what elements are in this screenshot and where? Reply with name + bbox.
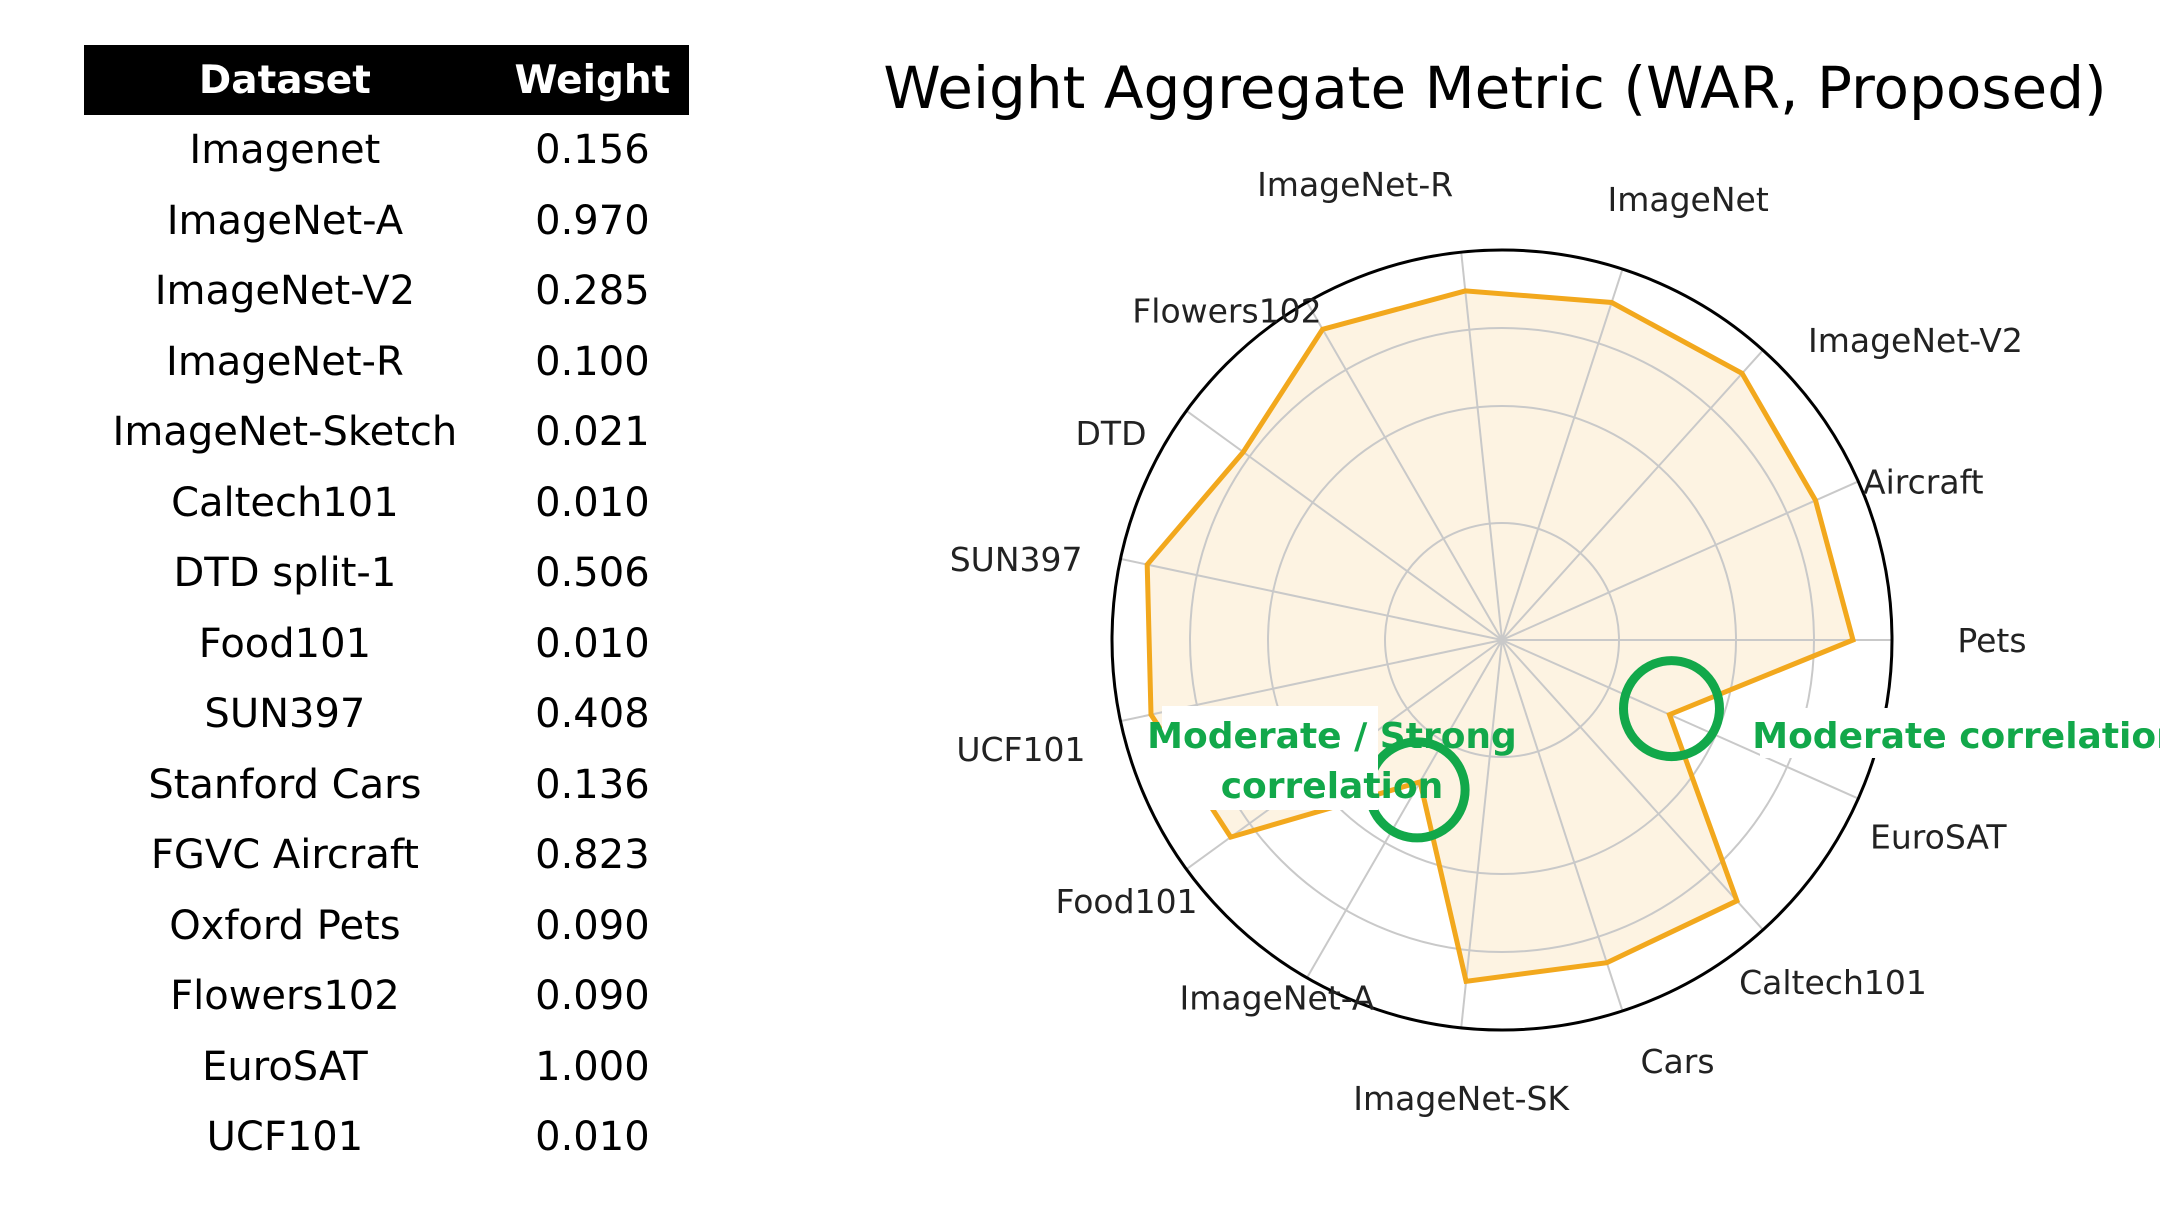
weight-cell: 0.100: [535, 338, 650, 385]
axis-label: DTD: [1076, 414, 1147, 453]
table-row: FGVC Aircraft 0.823: [84, 820, 689, 891]
table-row: UCF101 0.010: [84, 1102, 689, 1173]
grid-spoke: [1120, 557, 1503, 641]
table-row: SUN397 0.408: [84, 679, 689, 750]
axis-label: Aircraft: [1863, 462, 1984, 501]
weight-cell: 0.156: [535, 127, 650, 174]
dataset-cell: Caltech101: [171, 479, 399, 526]
weights-table: Dataset Weight Imagenet 0.156 ImageNet-A 0.…: [84, 45, 689, 1173]
weights-table-panel: Dataset Weight Imagenet 0.156 ImageNet-A 0.…: [84, 45, 689, 1173]
table-header-row: Dataset Weight: [84, 45, 689, 115]
axis-label: ImageNet: [1608, 180, 1769, 219]
dataset-cell: UCF101: [206, 1114, 364, 1161]
axis-label: ImageNet-V2: [1808, 321, 2023, 360]
grid-spoke: [1501, 639, 1624, 1012]
dataset-cell: ImageNet-Sketch: [112, 409, 458, 456]
table-body: Imagenet 0.156 ImageNet-A 0.970 ImageNet-V2 0…: [84, 115, 689, 1173]
dataset-cell: EuroSAT: [202, 1043, 368, 1090]
table-row: Oxford Pets 0.090: [84, 891, 689, 962]
table-row: Flowers102 0.090: [84, 961, 689, 1032]
grid-spoke: [1306, 301, 1503, 641]
dataset-cell: Stanford Cars: [148, 761, 422, 808]
axis-label: Caltech101: [1739, 963, 1927, 1002]
header-weight: Weight: [485, 45, 689, 115]
chart-title: Weight Aggregate Metric (WAR, Proposed): [883, 54, 2106, 122]
table-row: ImageNet-V2 0.285: [84, 256, 689, 327]
axis-label: ImageNet-R: [1257, 165, 1453, 204]
annotation-moderate-strong-line2: correlation: [1221, 766, 1444, 807]
weight-cell: 0.010: [535, 620, 650, 667]
table-row: EuroSAT 1.000: [84, 1032, 689, 1103]
axis-label: Pets: [1957, 621, 2026, 660]
axis-label: ImageNet-SK: [1353, 1079, 1570, 1118]
axis-label: SUN397: [950, 540, 1083, 579]
grid-spoke: [1306, 639, 1503, 979]
grid-spoke: [1460, 251, 1503, 641]
weight-cell: 0.010: [535, 479, 650, 526]
weight-cell: 1.000: [535, 1043, 650, 1090]
weight-cell: 0.136: [535, 761, 650, 808]
dataset-cell: ImageNet-V2: [154, 268, 416, 315]
radar-series-line: [1144, 288, 1856, 985]
dataset-cell: DTD split-1: [173, 550, 397, 597]
grid-spoke: [1185, 409, 1503, 641]
weight-cell: 0.506: [535, 550, 650, 597]
dataset-cell: ImageNet-R: [166, 338, 404, 385]
table-row: ImageNet-Sketch 0.021: [84, 397, 689, 468]
weight-cell: 0.021: [535, 409, 650, 456]
weight-cell: 0.090: [535, 973, 650, 1020]
weight-cell: 0.408: [535, 691, 650, 738]
axis-label: Flowers102: [1132, 291, 1321, 330]
table-row: Food101 0.010: [84, 609, 689, 680]
header-dataset: Dataset: [84, 45, 486, 115]
table-row: Stanford Cars 0.136: [84, 750, 689, 821]
dataset-cell: FGVC Aircraft: [150, 832, 419, 879]
axis-label: Food101: [1055, 882, 1197, 921]
annotation-moderate: Moderate correlation: [1752, 716, 2160, 757]
radar-chart: Weight Aggregate Metric (WAR, Proposed) P…: [883, 54, 2160, 1118]
weight-cell: 0.285: [535, 268, 650, 315]
axis-label: ImageNet-A: [1179, 979, 1374, 1018]
table-row: Caltech101 0.010: [84, 468, 689, 539]
table-row: DTD split-1 0.506: [84, 538, 689, 609]
dataset-cell: ImageNet-A: [166, 197, 404, 244]
table-row: Imagenet 0.156: [84, 115, 689, 186]
dataset-cell: Food101: [198, 620, 372, 667]
axis-label: UCF101: [956, 730, 1085, 769]
radar-chart-panel: Weight Aggregate Metric (WAR, Proposed) P…: [880, 0, 2160, 1215]
highlight-circle-eurosat: [1619, 656, 1724, 762]
dataset-cell: Flowers102: [170, 973, 400, 1020]
annotation-backdrop: [1760, 708, 2152, 758]
grid-spoke: [1501, 639, 1859, 800]
radar-frame: [1110, 248, 1894, 1032]
weight-cell: 0.970: [535, 197, 650, 244]
table-row: ImageNet-R 0.100: [84, 327, 689, 398]
grid-spoke: [1501, 480, 1859, 641]
dataset-cell: SUN397: [204, 691, 366, 738]
grid-spoke: [1501, 349, 1764, 641]
annotation-backdrop: [1162, 706, 1378, 810]
dataset-cell: Oxford Pets: [169, 902, 401, 949]
grid-spoke: [1501, 639, 1764, 931]
grid-spoke: [1501, 268, 1624, 641]
axis-label: Cars: [1640, 1042, 1714, 1081]
axis-label: EuroSAT: [1870, 818, 2007, 857]
annotation-moderate-strong-line1: Moderate / Strong: [1147, 716, 1517, 757]
grid-spoke: [1460, 639, 1503, 1029]
dataset-cell: Imagenet: [189, 127, 381, 174]
weight-cell: 0.823: [535, 832, 650, 879]
table-row: ImageNet-A 0.970: [84, 186, 689, 257]
weight-cell: 0.090: [535, 902, 650, 949]
weight-cell: 0.010: [535, 1114, 650, 1161]
